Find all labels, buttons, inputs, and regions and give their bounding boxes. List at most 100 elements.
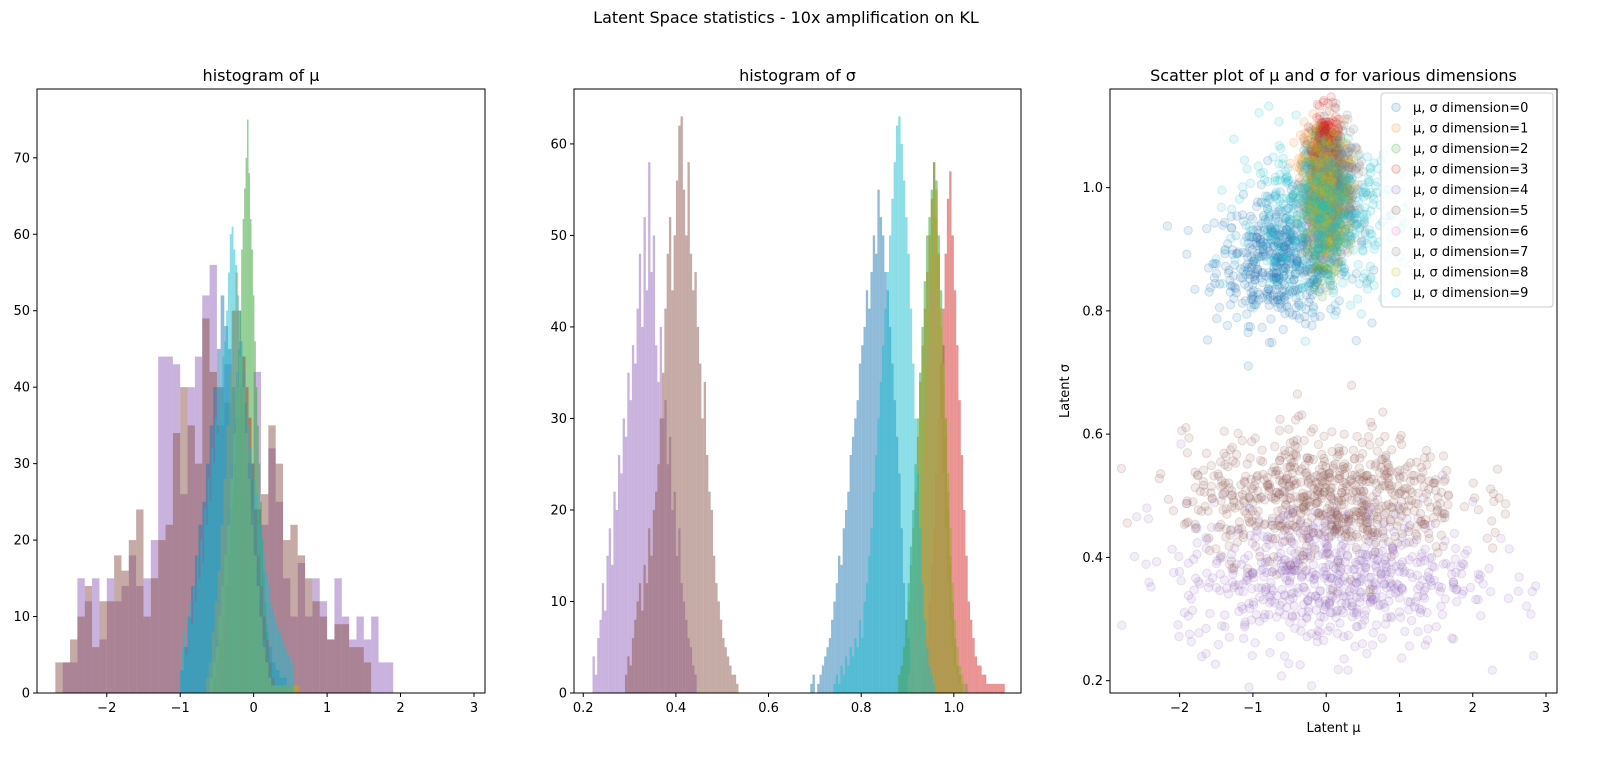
scatter-point-dimension-0 — [1315, 284, 1325, 294]
mu-histogram-bar-series-8 — [288, 654, 291, 693]
scatter-point-dimension-5 — [1179, 519, 1190, 529]
scatter-point-dimension-0 — [1299, 267, 1309, 278]
scatter-point-dimension-0 — [1264, 337, 1275, 348]
scatter-point-dimension-0 — [1316, 252, 1326, 262]
mu-histogram-bar-series-8 — [229, 234, 232, 694]
scatter-point-dimension-5 — [1380, 481, 1390, 491]
scatter-point-dimension-0 — [1244, 274, 1255, 284]
scatter-point-dimension-0 — [1307, 308, 1318, 318]
scatter-point-dimension-5 — [1122, 518, 1133, 528]
mu-histogram-xticks: −2 −1 0 1 2 3 — [97, 693, 478, 716]
sigma-histogram-bar-series-9 — [838, 683, 841, 693]
scatter-point-dimension-1 — [1324, 138, 1335, 148]
scatter-point-dimension-0 — [1313, 264, 1324, 274]
scatter-point-dimension-0 — [1243, 327, 1253, 338]
scatter-point-dimension-5 — [1250, 433, 1261, 443]
scatter-point-dimension-5 — [1500, 509, 1511, 519]
scatter-point-dimension-0 — [1310, 262, 1320, 272]
scatter-point-dimension-4 — [1238, 633, 1249, 644]
scatter-point-dimension-0 — [1265, 234, 1276, 244]
scatter-point-dimension-0 — [1252, 225, 1262, 235]
scatter-point-dimension-0 — [1356, 236, 1367, 246]
scatter-point-dimension-4 — [1377, 633, 1387, 643]
scatter-point-dimension-4 — [1250, 638, 1260, 648]
scatter-point-dimension-0 — [1344, 203, 1355, 213]
scatter-point-dimension-4 — [1404, 641, 1415, 651]
mu-histogram-bar-series-8 — [180, 670, 183, 693]
sigma-histogram-bar-series-1 — [699, 363, 702, 693]
scatter-point-dimension-9 — [1291, 110, 1301, 120]
scatter-point-dimension-5 — [1198, 465, 1209, 475]
scatter-point-dimension-1 — [1304, 205, 1315, 216]
mu-histogram-bar-series-8 — [249, 448, 252, 693]
scatter-point-dimension-0 — [1283, 203, 1293, 213]
scatter-point-dimension-1 — [1330, 180, 1340, 190]
sigma-histogram-bar-series-0 — [650, 272, 653, 693]
scatter-point-dimension-4 — [1404, 605, 1414, 615]
scatter-point-dimension-0 — [1264, 246, 1274, 256]
sigma-histogram-bar-series-1 — [648, 528, 651, 693]
scatter-point-dimension-0 — [1351, 335, 1362, 346]
scatter-point-dimension-0 — [1292, 253, 1302, 264]
scatter-point-dimension-0 — [1225, 287, 1235, 297]
scatter-point-dimension-5 — [1270, 441, 1280, 452]
scatter-point-dimension-5 — [1216, 519, 1226, 530]
scatter-point-dimension-0 — [1273, 207, 1283, 217]
scatter-point-dimension-0 — [1292, 255, 1302, 266]
scatter-point-dimension-0 — [1298, 258, 1308, 269]
scatter-point-dimension-0 — [1310, 280, 1320, 290]
sigma-histogram-bar-series-0 — [634, 363, 637, 693]
scatter-point-dimension-1 — [1322, 174, 1332, 185]
scatter-point-dimension-4 — [1406, 615, 1417, 626]
scatter-point-dimension-5 — [1285, 485, 1295, 495]
scatter-point-dimension-5 — [1276, 521, 1286, 532]
sigma-histogram-bar-series-1 — [659, 418, 663, 693]
scatter-point-dimension-0 — [1282, 302, 1293, 312]
sigma-histogram-bar-series-8 — [942, 363, 945, 693]
scatter-point-dimension-5 — [1267, 520, 1277, 530]
sigma-histogram-bar-series-1 — [715, 583, 718, 693]
scatter-point-dimension-0 — [1309, 217, 1319, 228]
scatter-point-dimension-0 — [1256, 218, 1267, 229]
mu-histogram-bar-series-8 — [231, 226, 234, 694]
scatter-point-dimension-0 — [1280, 243, 1291, 254]
sigma-histogram-bar-series-9 — [861, 638, 864, 693]
scatter-point-dimension-5 — [1154, 473, 1165, 484]
scatter-point-dimension-0 — [1261, 251, 1271, 261]
scatter-point-dimension-0 — [1367, 318, 1377, 328]
scatter-point-dimension-0 — [1318, 245, 1328, 255]
mu-histogram-bar-series-8 — [215, 417, 217, 693]
sigma-histogram-bar-series-0 — [618, 455, 621, 693]
scatter-point-dimension-0 — [1275, 299, 1285, 309]
scatter-point-dimension-0 — [1332, 247, 1342, 257]
scatter-point-dimension-5 — [1302, 533, 1312, 543]
sigma-histogram-bar-series-1 — [729, 665, 732, 693]
scatter-point-dimension-1 — [1310, 160, 1321, 171]
scatter-point-dimension-5 — [1234, 517, 1245, 527]
scatter-point-dimension-0 — [1316, 259, 1326, 270]
sigma-histogram-bar-series-1 — [689, 253, 693, 693]
scatter-point-dimension-0 — [1325, 280, 1336, 290]
sigma-histogram-bar-series-9 — [835, 674, 839, 693]
scatter-point-dimension-0 — [1264, 300, 1275, 310]
mu-histogram-bar-series-1 — [92, 647, 100, 693]
scatter-point-dimension-0 — [1285, 222, 1295, 232]
mu-histogram-bar-series-1 — [158, 540, 166, 693]
scatter-point-dimension-0 — [1210, 258, 1220, 269]
sigma-histogram-bar-series-2 — [821, 665, 825, 693]
scatter-point-dimension-1 — [1320, 172, 1331, 182]
scatter-point-dimension-0 — [1284, 236, 1295, 246]
scatter-point-dimension-0 — [1291, 247, 1301, 258]
sigma-histogram-bar-series-9 — [902, 180, 906, 694]
scatter-point-dimension-0 — [1247, 294, 1257, 304]
mu-histogram-bar-series-8 — [235, 264, 238, 693]
scatter-point-dimension-1 — [1308, 149, 1318, 159]
scatter-point-dimension-0 — [1251, 268, 1261, 279]
scatter-point-dimension-4 — [1447, 569, 1457, 579]
scatter-point-dimension-0 — [1238, 216, 1249, 226]
scatter-point-dimension-5 — [1274, 425, 1285, 436]
scatter-point-dimension-0 — [1301, 239, 1312, 250]
mu-histogram-bar-series-8 — [284, 647, 287, 693]
